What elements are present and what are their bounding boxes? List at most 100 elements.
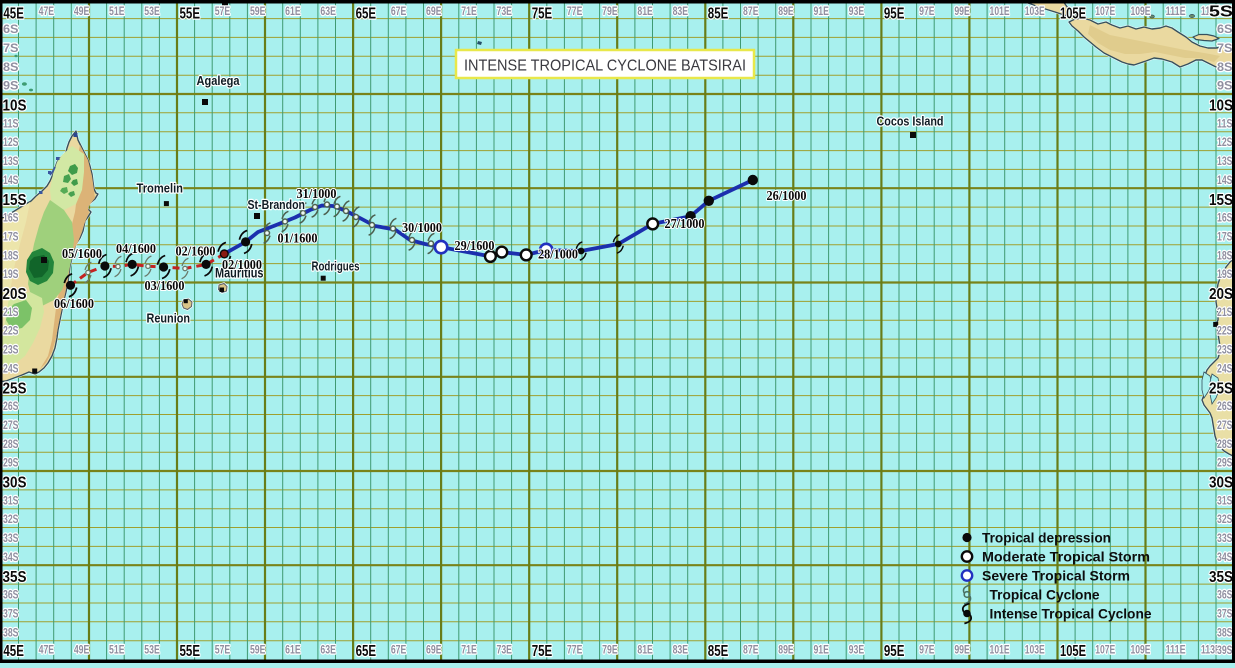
svg-text:79E: 79E <box>602 6 618 18</box>
svg-text:12S: 12S <box>1217 137 1233 149</box>
svg-text:30S: 30S <box>1209 475 1233 492</box>
svg-text:22S: 22S <box>3 326 19 338</box>
svg-text:14S: 14S <box>3 175 19 187</box>
svg-text:77E: 77E <box>567 645 583 657</box>
svg-text:89E: 89E <box>778 645 794 657</box>
svg-text:02/1000: 02/1000 <box>222 257 262 272</box>
svg-text:9S: 9S <box>3 81 19 93</box>
svg-text:17S: 17S <box>1217 231 1233 243</box>
svg-text:20S: 20S <box>1209 286 1233 303</box>
svg-text:61E: 61E <box>285 6 301 18</box>
svg-text:27/1000: 27/1000 <box>665 216 705 231</box>
svg-text:71E: 71E <box>461 6 477 18</box>
svg-text:101E: 101E <box>990 645 1010 657</box>
svg-text:22S: 22S <box>1217 326 1233 338</box>
svg-text:79E: 79E <box>602 645 618 657</box>
svg-text:8S: 8S <box>1217 62 1233 74</box>
svg-text:Agalega: Agalega <box>197 73 241 88</box>
svg-text:87E: 87E <box>743 645 759 657</box>
svg-text:28S: 28S <box>1217 439 1233 451</box>
svg-text:18S: 18S <box>3 250 19 262</box>
svg-text:02/1600: 02/1600 <box>176 244 216 259</box>
svg-text:95E: 95E <box>884 643 905 660</box>
svg-text:49E: 49E <box>74 6 90 18</box>
svg-text:83E: 83E <box>673 6 689 18</box>
svg-text:31S: 31S <box>3 495 19 507</box>
svg-text:16S: 16S <box>1217 213 1233 225</box>
svg-text:26/1000: 26/1000 <box>767 188 807 203</box>
svg-text:83E: 83E <box>673 645 689 657</box>
svg-text:24S: 24S <box>3 363 19 375</box>
svg-text:31/1000: 31/1000 <box>297 186 337 201</box>
svg-text:77E: 77E <box>567 6 583 18</box>
svg-text:31S: 31S <box>1217 495 1233 507</box>
svg-text:8S: 8S <box>3 62 19 74</box>
svg-text:55E: 55E <box>180 6 201 23</box>
svg-text:6S: 6S <box>3 24 19 36</box>
svg-text:57E: 57E <box>215 6 231 18</box>
svg-text:13S: 13S <box>1217 156 1233 168</box>
svg-text:69E: 69E <box>426 6 442 18</box>
svg-text:107E: 107E <box>1095 645 1115 657</box>
svg-text:11S: 11S <box>1217 118 1233 130</box>
svg-text:97E: 97E <box>919 6 935 18</box>
svg-text:81E: 81E <box>637 6 653 18</box>
svg-text:91E: 91E <box>813 645 829 657</box>
svg-text:7S: 7S <box>1217 43 1233 55</box>
svg-text:105E: 105E <box>1060 6 1086 23</box>
svg-text:19S: 19S <box>3 269 19 281</box>
svg-text:17S: 17S <box>3 231 19 243</box>
svg-text:Cocos Island: Cocos Island <box>877 114 944 129</box>
svg-text:93E: 93E <box>849 645 865 657</box>
svg-text:35S: 35S <box>1209 569 1233 586</box>
svg-text:Intense Tropical Cyclone: Intense Tropical Cyclone <box>990 606 1152 622</box>
svg-text:101E: 101E <box>990 6 1010 18</box>
svg-text:04/1600: 04/1600 <box>116 241 156 256</box>
svg-text:18S: 18S <box>1217 250 1233 262</box>
svg-text:28/1000: 28/1000 <box>538 247 578 262</box>
svg-text:51E: 51E <box>109 645 125 657</box>
svg-text:36S: 36S <box>3 590 19 602</box>
svg-text:Severe Tropical Storm: Severe Tropical Storm <box>982 568 1130 584</box>
svg-text:19S: 19S <box>1217 269 1233 281</box>
svg-text:89E: 89E <box>778 6 794 18</box>
svg-text:24S: 24S <box>1217 363 1233 375</box>
svg-text:59E: 59E <box>250 645 266 657</box>
svg-text:87E: 87E <box>743 6 759 18</box>
svg-text:33S: 33S <box>1217 533 1233 545</box>
svg-text:29S: 29S <box>3 458 19 470</box>
svg-text:Tromelin: Tromelin <box>137 181 184 196</box>
svg-text:Reunion: Reunion <box>147 311 191 326</box>
svg-text:49E: 49E <box>74 645 90 657</box>
svg-text:16S: 16S <box>3 213 19 225</box>
svg-text:25S: 25S <box>3 380 27 397</box>
svg-text:06/1600: 06/1600 <box>54 296 94 311</box>
svg-text:93E: 93E <box>849 6 865 18</box>
svg-text:03/1600: 03/1600 <box>145 278 185 293</box>
svg-text:55E: 55E <box>180 643 201 660</box>
svg-text:38S: 38S <box>1217 627 1233 639</box>
svg-text:25S: 25S <box>1209 380 1233 397</box>
svg-text:103E: 103E <box>1025 645 1045 657</box>
svg-text:65E: 65E <box>356 643 377 660</box>
svg-text:95E: 95E <box>884 6 905 23</box>
svg-text:01/1600: 01/1600 <box>278 231 318 246</box>
svg-text:21S: 21S <box>1217 307 1233 319</box>
svg-text:26S: 26S <box>3 401 19 413</box>
svg-text:12S: 12S <box>3 137 19 149</box>
svg-text:99E: 99E <box>954 6 970 18</box>
svg-text:9S: 9S <box>1217 81 1233 93</box>
svg-text:10S: 10S <box>3 98 27 115</box>
svg-text:6S: 6S <box>1217 24 1233 36</box>
svg-text:Tropical Cyclone: Tropical Cyclone <box>990 587 1100 603</box>
svg-text:27S: 27S <box>3 420 19 432</box>
svg-text:37S: 37S <box>3 608 19 620</box>
svg-text:53E: 53E <box>144 645 160 657</box>
svg-text:15S: 15S <box>1209 192 1233 209</box>
svg-text:97E: 97E <box>919 645 935 657</box>
svg-text:Tropical depression: Tropical depression <box>982 530 1111 546</box>
svg-text:30S: 30S <box>3 475 27 492</box>
svg-text:109E: 109E <box>1130 6 1150 18</box>
svg-text:69E: 69E <box>426 645 442 657</box>
svg-text:47E: 47E <box>39 645 55 657</box>
